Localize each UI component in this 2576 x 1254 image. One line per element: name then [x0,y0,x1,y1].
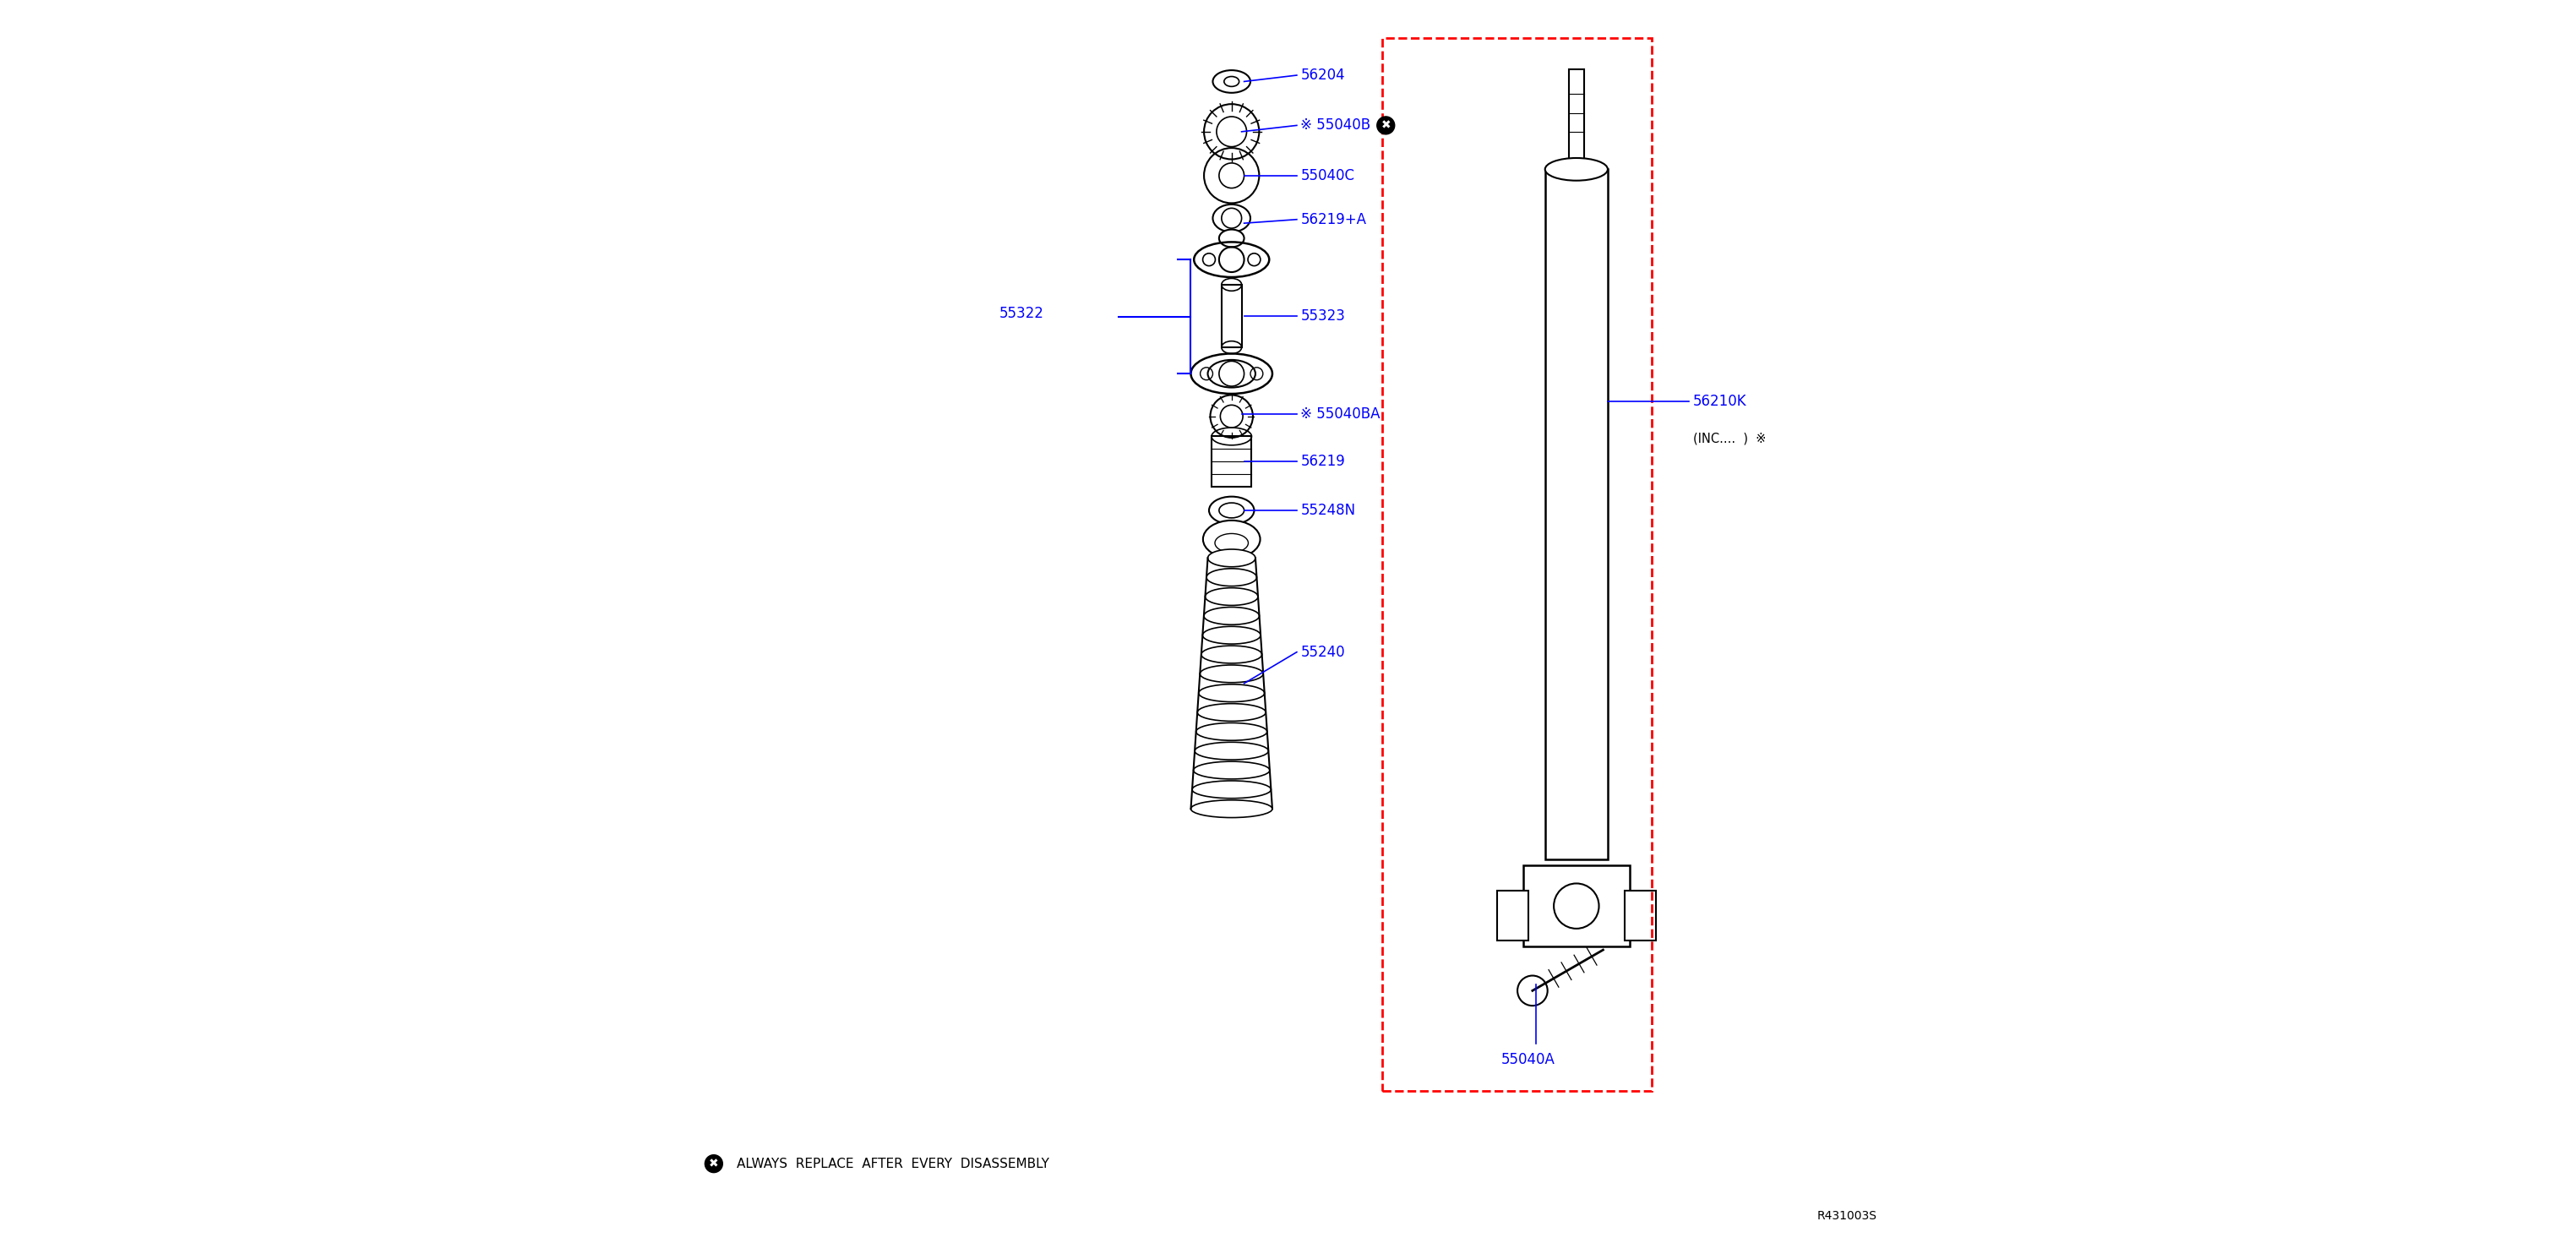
Ellipse shape [1198,703,1265,721]
Text: ✖: ✖ [708,1157,719,1170]
Text: 55040A: 55040A [1502,1052,1556,1067]
Text: ※ 55040B: ※ 55040B [1301,118,1370,133]
Circle shape [1221,208,1242,228]
Ellipse shape [1200,665,1262,682]
Bar [1546,169,1607,859]
Ellipse shape [1198,685,1265,702]
Ellipse shape [1195,722,1267,740]
Text: 56204: 56204 [1301,68,1345,83]
Ellipse shape [1208,549,1255,567]
Bar [1569,69,1584,169]
Ellipse shape [1546,158,1607,181]
Bar [1221,285,1242,347]
Bar [1383,38,1651,1091]
Ellipse shape [1206,568,1257,586]
Text: 55040C: 55040C [1301,168,1355,183]
Text: 55322: 55322 [999,306,1043,321]
Ellipse shape [1203,520,1260,558]
Text: (INC....  )  ※: (INC.... ) ※ [1692,433,1767,445]
Text: 55323: 55323 [1301,308,1345,324]
Ellipse shape [1218,229,1244,247]
Ellipse shape [1190,800,1273,818]
Ellipse shape [1193,761,1270,779]
Ellipse shape [1193,781,1270,799]
Ellipse shape [1206,588,1257,606]
Ellipse shape [1203,627,1260,645]
Text: ALWAYS  REPLACE  AFTER  EVERY  DISASSEMBLY: ALWAYS REPLACE AFTER EVERY DISASSEMBLY [737,1157,1048,1170]
Text: 56219: 56219 [1301,454,1345,469]
Bar [1625,890,1656,940]
Text: 56210K: 56210K [1692,394,1747,409]
Bar [1211,436,1252,487]
Ellipse shape [1203,607,1260,624]
Text: ✖: ✖ [1381,119,1391,132]
Text: 55248N: 55248N [1301,503,1355,518]
Bar [1497,890,1528,940]
Bar [1522,865,1631,947]
Ellipse shape [1200,646,1262,663]
Text: 55240: 55240 [1301,645,1345,660]
Ellipse shape [1195,742,1267,760]
Text: ※ 55040BA: ※ 55040BA [1301,406,1381,421]
Text: R431003S: R431003S [1816,1210,1878,1223]
Circle shape [1517,976,1548,1006]
Text: 56219+A: 56219+A [1301,212,1365,227]
Circle shape [1553,883,1600,928]
